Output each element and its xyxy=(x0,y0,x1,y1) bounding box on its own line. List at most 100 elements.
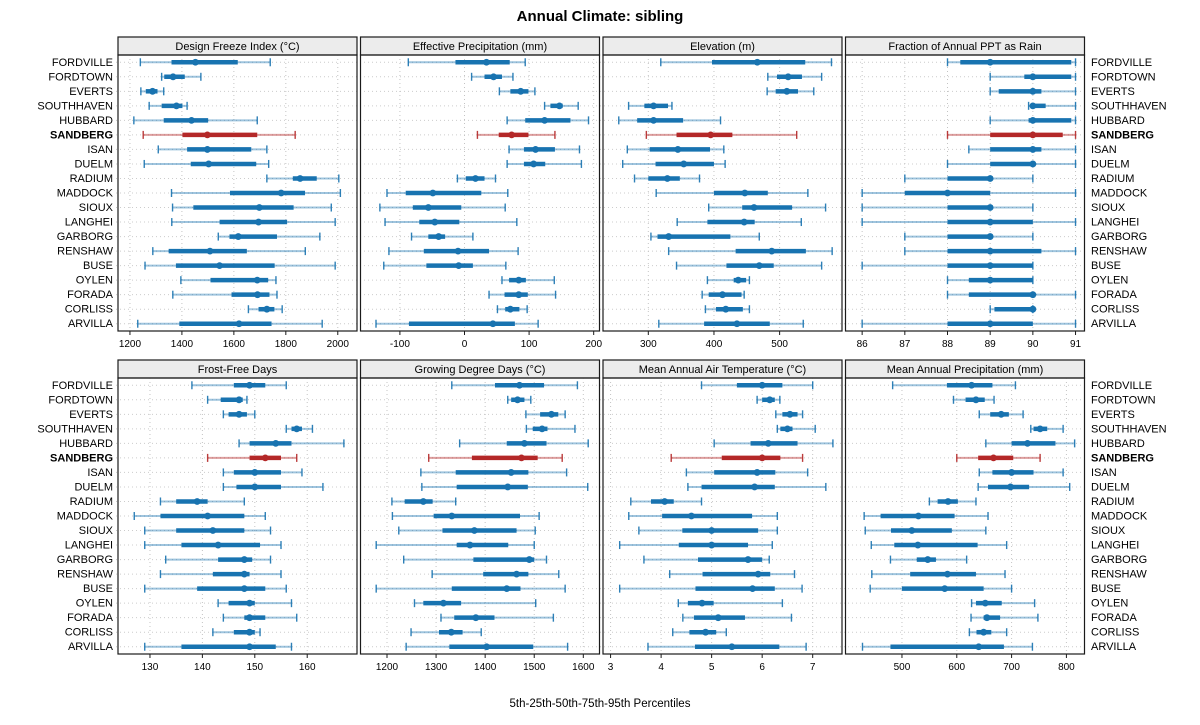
median-dot xyxy=(424,204,432,211)
panel-strip-title: Design Freeze Index (°C) xyxy=(175,41,299,53)
median-dot xyxy=(530,160,538,168)
tick-label: 1400 xyxy=(474,662,497,673)
median-dot xyxy=(255,218,262,226)
median-dot xyxy=(507,469,515,476)
median-dot xyxy=(296,175,304,182)
median-dot xyxy=(169,73,177,81)
median-dot xyxy=(764,439,772,447)
median-dot xyxy=(1029,305,1037,313)
median-dot xyxy=(240,570,248,578)
panel-strip-title: Fraction of Annual PPT as Rain xyxy=(888,41,1041,53)
tick-label: 1500 xyxy=(523,662,546,673)
station-label-left: HUBBARD xyxy=(59,115,113,127)
median-dot xyxy=(251,483,259,491)
median-dot xyxy=(915,512,922,520)
station-label-left: FORADA xyxy=(67,289,114,301)
station-label-right: DUELM xyxy=(1091,158,1130,170)
station-label-left: DUELM xyxy=(74,481,113,493)
tick-label: 90 xyxy=(1027,339,1039,350)
median-dot xyxy=(755,262,763,270)
panel-border xyxy=(359,54,601,332)
median-dot xyxy=(975,643,983,651)
median-dot xyxy=(246,628,253,636)
station-label-right: HUBBARD xyxy=(1091,115,1145,127)
median-dot xyxy=(419,498,427,505)
median-dot xyxy=(665,233,673,240)
station-label-right: FORDVILLE xyxy=(1091,57,1152,69)
station-label-right: SANDBERG xyxy=(1091,452,1154,464)
station-label-right: CORLISS xyxy=(1091,627,1139,639)
tick-label: 0 xyxy=(462,339,468,350)
station-label-right: LANGHEI xyxy=(1091,217,1139,229)
panel-border xyxy=(117,377,358,655)
median-dot xyxy=(538,425,546,433)
median-dot xyxy=(1029,146,1037,153)
median-dot xyxy=(556,102,563,110)
median-dot xyxy=(548,410,555,418)
median-dot xyxy=(203,131,211,139)
station-label-right: FORDTOWN xyxy=(1091,71,1156,83)
median-dot xyxy=(753,58,761,66)
station-label-left: RADIUM xyxy=(70,496,113,508)
median-dot xyxy=(1029,160,1037,168)
median-dot xyxy=(750,204,758,211)
median-dot xyxy=(203,146,211,153)
median-dot xyxy=(440,599,447,607)
median-dot xyxy=(525,556,533,563)
tick-label: 1200 xyxy=(119,339,142,350)
tick-label: 150 xyxy=(246,662,263,673)
station-label-right: ISAN xyxy=(1091,144,1117,156)
median-dot xyxy=(513,570,520,578)
station-label-left: RENSHAW xyxy=(57,569,113,581)
median-dot xyxy=(455,262,463,270)
median-dot xyxy=(261,454,269,462)
station-label-left: SOUTHHAVEN xyxy=(37,423,113,435)
station-label-left: FORADA xyxy=(67,612,114,624)
median-dot xyxy=(986,276,994,284)
median-dot xyxy=(435,233,443,240)
tick-label: 4 xyxy=(658,662,664,673)
station-label-left: SIOUX xyxy=(79,525,114,537)
median-dot xyxy=(968,381,975,389)
station-label-right: MADDOCK xyxy=(1091,511,1148,523)
tick-label: 5 xyxy=(709,662,715,673)
median-dot xyxy=(986,58,994,66)
median-dot xyxy=(1008,469,1015,476)
median-dot xyxy=(454,247,462,255)
median-dot xyxy=(517,87,525,95)
median-dot xyxy=(204,512,212,520)
median-dot xyxy=(698,599,706,607)
tick-label: 89 xyxy=(985,339,997,350)
station-label-left: FORDTOWN xyxy=(48,71,113,83)
tick-label: 6 xyxy=(759,662,765,673)
median-dot xyxy=(431,218,439,226)
median-dot xyxy=(255,204,263,211)
median-dot xyxy=(173,102,180,110)
median-dot xyxy=(504,483,512,491)
station-label-right: SOUTHHAVEN xyxy=(1091,100,1167,112)
median-dot xyxy=(749,585,756,593)
panel-strip-title: Growing Degree Days (°C) xyxy=(415,364,546,376)
station-label-right: BUSE xyxy=(1091,260,1121,272)
station-label-left: MADDOCK xyxy=(57,188,114,200)
tick-label: 130 xyxy=(142,662,159,673)
station-label-right: MADDOCK xyxy=(1091,188,1148,200)
station-label-left: GARBORG xyxy=(57,554,113,566)
median-dot xyxy=(722,305,730,313)
station-label-left: OYLEN xyxy=(76,275,113,287)
tick-label: 700 xyxy=(1003,662,1020,673)
panel-border xyxy=(602,377,843,655)
station-label-left: CORLISS xyxy=(65,627,113,639)
median-dot xyxy=(708,541,716,549)
median-dot xyxy=(235,320,243,328)
tick-label: 300 xyxy=(640,339,657,350)
station-label-left: ISAN xyxy=(87,467,113,479)
median-dot xyxy=(753,469,761,476)
median-dot xyxy=(734,276,742,284)
median-dot xyxy=(515,276,523,284)
tick-label: 600 xyxy=(948,662,965,673)
station-label-left: GARBORG xyxy=(57,231,113,243)
median-dot xyxy=(293,425,301,433)
median-dot xyxy=(924,556,932,563)
station-label-right: RADIUM xyxy=(1091,173,1134,185)
